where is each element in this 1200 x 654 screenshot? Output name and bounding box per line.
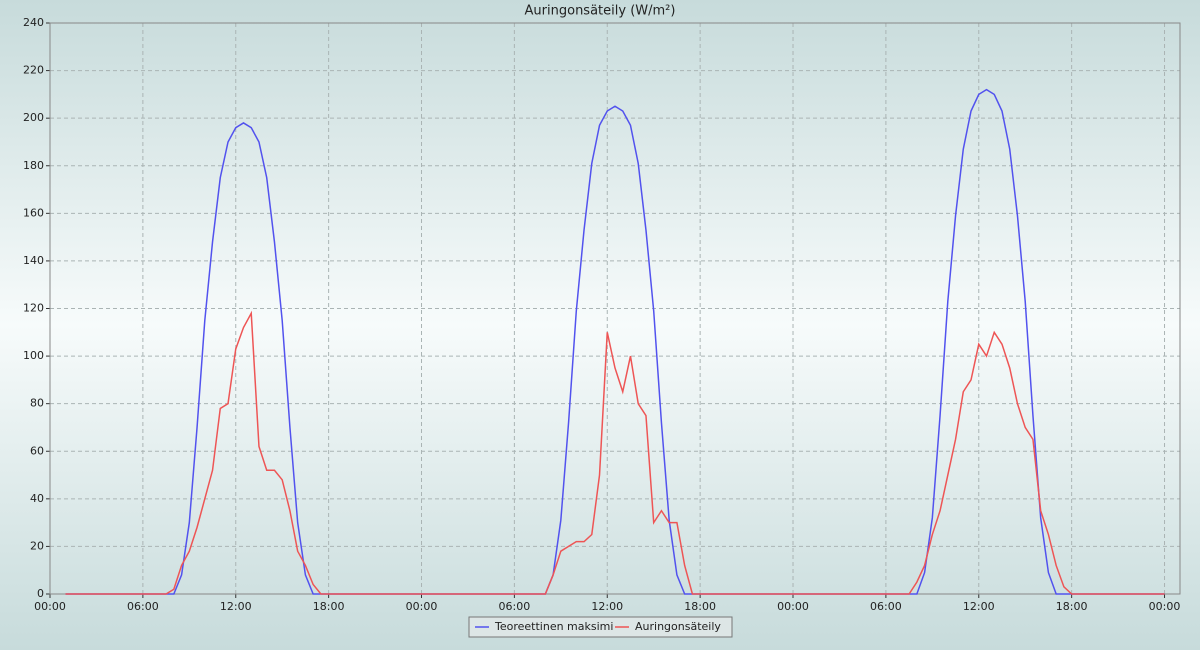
x-tick-label: 00:00 [1149, 600, 1181, 613]
x-tick-label: 12:00 [963, 600, 995, 613]
x-tick-label: 18:00 [684, 600, 716, 613]
y-tick-label: 240 [23, 16, 44, 29]
x-tick-label: 06:00 [499, 600, 531, 613]
x-tick-label: 00:00 [406, 600, 438, 613]
x-tick-label: 00:00 [777, 600, 809, 613]
y-tick-label: 140 [23, 254, 44, 267]
y-tick-label: 220 [23, 64, 44, 77]
y-tick-label: 160 [23, 206, 44, 219]
y-tick-label: 200 [23, 111, 44, 124]
plot-frame [49, 22, 1181, 595]
x-tick-label: 18:00 [1056, 600, 1088, 613]
y-tick-label: 100 [23, 349, 44, 362]
legend-box [468, 616, 733, 638]
y-tick-label: 180 [23, 159, 44, 172]
y-tick-label: 80 [30, 397, 44, 410]
y-tick-label: 60 [30, 444, 44, 457]
x-tick-label: 06:00 [127, 600, 159, 613]
x-tick-label: 18:00 [313, 600, 345, 613]
chart-title: Auringonsäteily (W/m²) [525, 4, 676, 19]
y-tick-label: 0 [37, 587, 44, 600]
legend-label: Auringonsäteily [635, 620, 721, 633]
series-line [65, 88, 1165, 595]
series-line [65, 310, 1165, 595]
y-tick-label: 20 [30, 539, 44, 552]
x-tick-label: 12:00 [220, 600, 252, 613]
y-tick-label: 120 [23, 302, 44, 315]
y-tick-label: 40 [30, 492, 44, 505]
legend-label: Teoreettinen maksimi [494, 620, 613, 633]
x-tick-label: 00:00 [34, 600, 66, 613]
x-tick-label: 12:00 [591, 600, 623, 613]
x-tick-label: 06:00 [870, 600, 902, 613]
